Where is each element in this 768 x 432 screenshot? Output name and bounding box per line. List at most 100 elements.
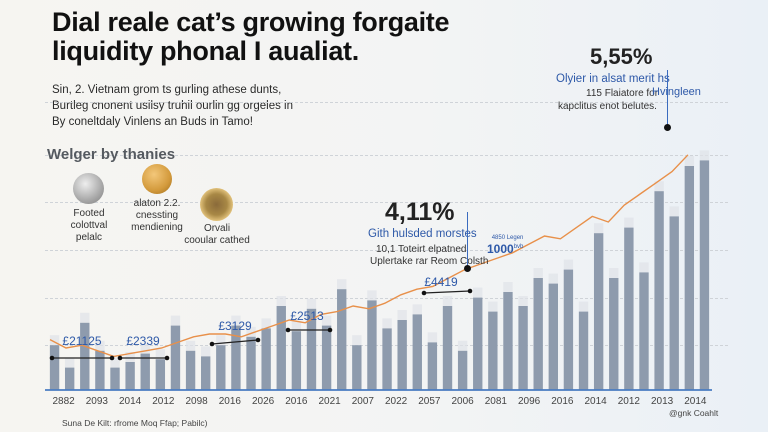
bar-ghost (654, 181, 664, 192)
callout-top-leader (667, 70, 668, 128)
bar (291, 331, 302, 390)
callout-mid-value: 4,11% (385, 198, 455, 226)
bar (593, 233, 604, 390)
callout-mid-dot (464, 265, 471, 272)
x-tick-label: 2014 (585, 396, 608, 407)
subtitle-line-2: Burtleg cnonent usilsy truhil ourlin gg … (52, 100, 293, 112)
bar (548, 283, 558, 390)
bar-ghost (337, 279, 347, 290)
bar (246, 336, 256, 390)
bar (321, 325, 332, 390)
value-bracket-dot (421, 290, 427, 296)
x-tick-label: 2012 (152, 396, 175, 407)
value-bracket-dot (209, 341, 215, 347)
callout-top-value: 5,55% (590, 44, 653, 69)
bar (367, 300, 377, 390)
callout-mid-line-1: 10,1 Toteirt elpatned (376, 244, 467, 255)
value-label: £4419 (424, 275, 458, 289)
x-tick-label: 2013 (651, 396, 674, 407)
bar (80, 322, 90, 390)
value-bracket-dot (164, 355, 170, 361)
bar-ghost (291, 321, 302, 332)
bar-ghost (684, 156, 695, 166)
gridline (45, 155, 728, 156)
bar (125, 362, 135, 390)
bar-ghost (306, 298, 317, 309)
bar (563, 269, 574, 390)
bar-ghost (669, 206, 679, 217)
x-tick-label: 2006 (452, 396, 475, 407)
bar (397, 320, 407, 390)
source-footer: Suna De Kilt: rfrome Moq Ffap; Pabilc) (62, 418, 208, 428)
bar (533, 278, 543, 390)
bar-ghost (473, 287, 483, 298)
bar (457, 350, 468, 390)
bar-ghost (231, 315, 241, 326)
x-tick-label: 2016 (551, 396, 574, 407)
silver-coin-icon (73, 173, 104, 204)
bar-ghost (110, 357, 120, 368)
subtitle: Sin, 2. Vietnam grom ts gurling athese d… (52, 82, 293, 130)
callout-mid-leader (467, 212, 468, 268)
bar (578, 311, 589, 390)
bar-ghost (246, 326, 256, 337)
page-title: Dial reale cat’s growing forgaite liquid… (52, 7, 450, 66)
small-note: 4850 Legen 1000bvb (487, 235, 523, 255)
bar-ghost (125, 352, 135, 362)
value-bracket-dot (467, 288, 473, 294)
bar (49, 345, 60, 390)
callout-top-dot (664, 124, 671, 131)
bar (337, 289, 347, 390)
callout-mid-title: Gith hulsded morstes (368, 228, 477, 240)
x-tick-label: 2057 (418, 396, 441, 407)
title-line-1: Dial reale cat’s growing forgaite (52, 7, 450, 37)
bar-ghost (185, 340, 196, 351)
bar-ghost (427, 332, 438, 343)
bar-ghost (367, 290, 377, 301)
callout-mid-line-2: Uplertake rar Reom Colsth (370, 256, 489, 267)
value-bracket-dot (49, 355, 55, 361)
section-heading: Welger by thanies (47, 146, 176, 163)
bar-ghost (639, 262, 649, 273)
credit: @gnk Coahlt (669, 408, 719, 418)
value-bracket-dot (285, 327, 291, 333)
bar (185, 350, 196, 390)
bar-ghost (488, 301, 498, 312)
value-bracket-dot (109, 355, 115, 361)
bar-ghost (533, 268, 543, 278)
gridline (45, 202, 728, 203)
gridline (45, 298, 728, 299)
bar-ghost (624, 217, 634, 228)
bronze-coin-icon (200, 188, 233, 221)
bar-ghost (382, 318, 392, 329)
bar-ghost (155, 349, 166, 360)
bar (473, 297, 483, 390)
bar (427, 342, 438, 390)
coin-label-bronze: Orvali cooular cathed (184, 223, 250, 246)
bar-ghost (699, 150, 710, 161)
x-tick-label: 2016 (219, 396, 242, 407)
bar (95, 350, 105, 390)
small-note-value: 1000bvb (487, 242, 524, 256)
gridline (45, 250, 728, 251)
x-tick-label: 2014 (684, 396, 707, 407)
bar-ghost (49, 335, 60, 346)
x-tick-label: 2014 (119, 396, 142, 407)
value-label: £2513 (290, 309, 324, 323)
bar (503, 292, 513, 390)
coin-label-gold: alaton 2.2. cnessting mendiening (131, 198, 183, 233)
bar (518, 306, 528, 390)
trend-line (49, 154, 689, 358)
legend-label: Hvingleen (652, 86, 701, 98)
x-tick-label: 2093 (86, 396, 109, 407)
small-note-top: 4850 Legen (491, 235, 524, 241)
bar (684, 166, 695, 390)
x-tick-label: 2098 (186, 396, 209, 407)
bar-ghost (412, 304, 422, 315)
bar (442, 306, 453, 390)
subtitle-line-3: By coneltdaly Vinlens an Buds in Tamo! (52, 116, 253, 128)
x-tick-label: 2026 (252, 396, 275, 407)
callout-top-line-1: 115 Flaiatore for (586, 88, 659, 99)
bar (639, 272, 649, 390)
